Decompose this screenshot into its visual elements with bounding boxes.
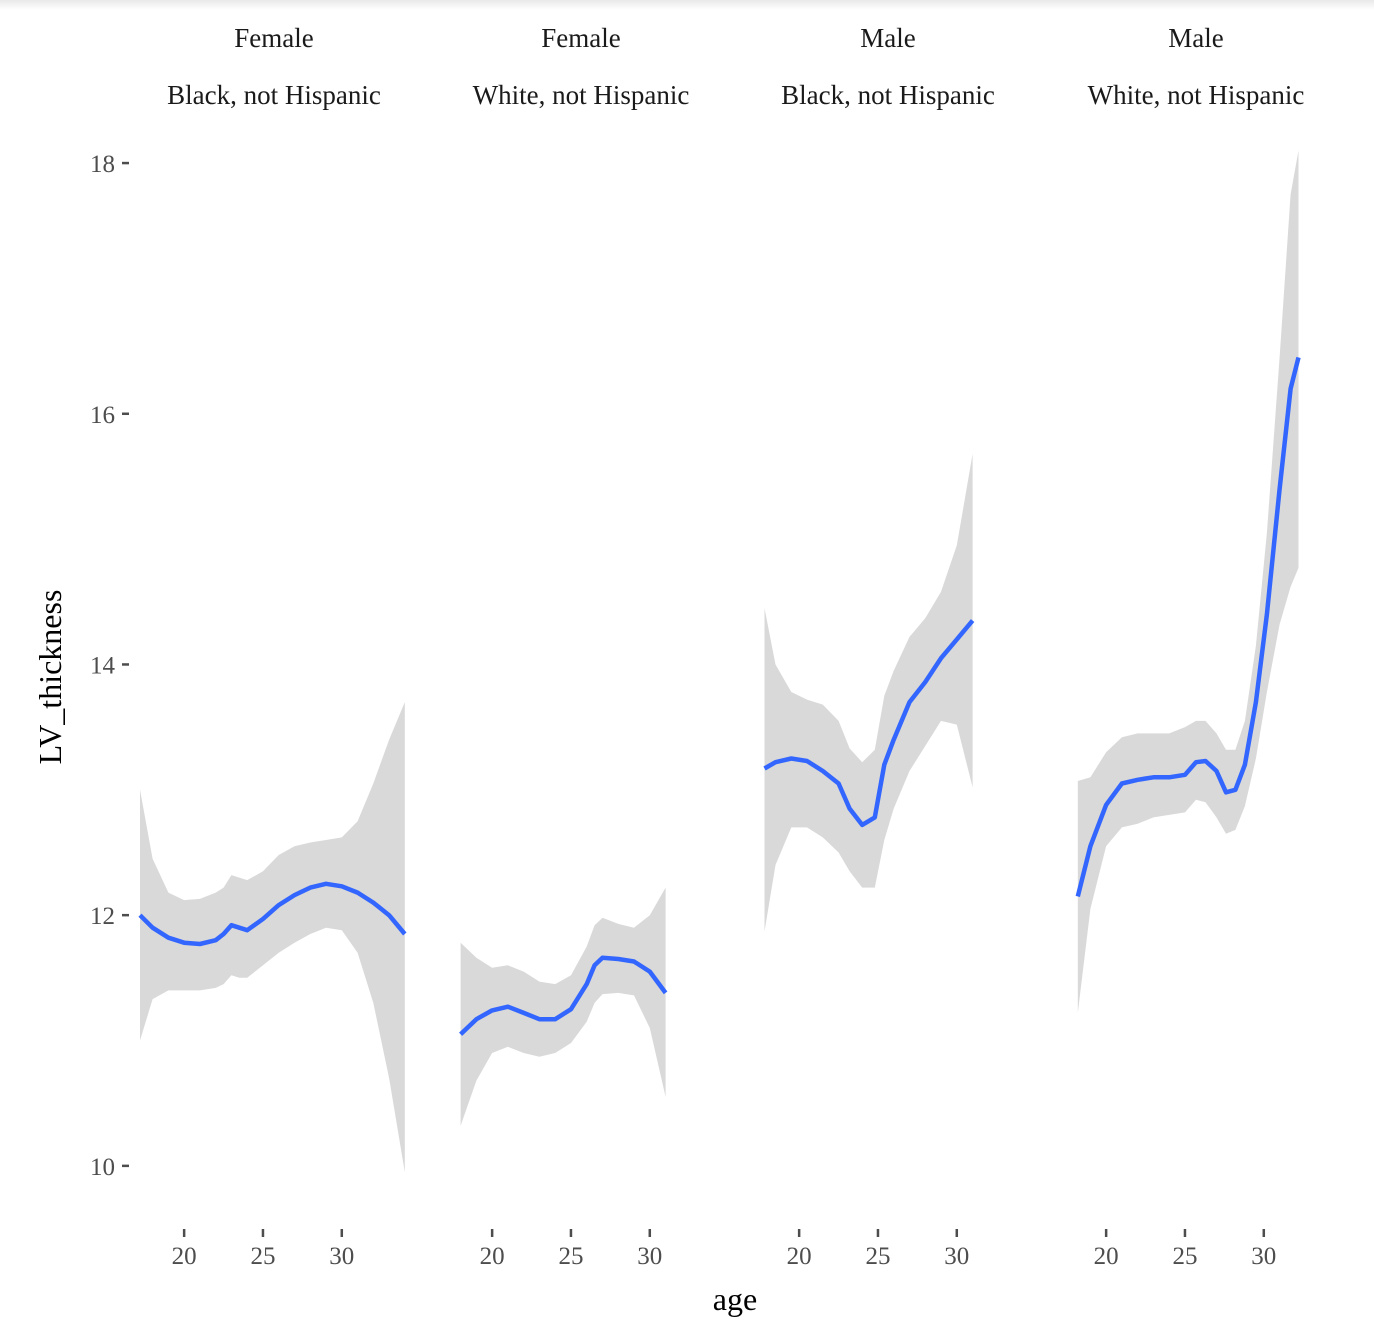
x-tick-label: 25 xyxy=(558,1243,583,1270)
x-tick-label: 20 xyxy=(480,1243,505,1270)
y-axis: 10 12 14 16 18 xyxy=(90,151,129,1181)
confidence-band xyxy=(460,887,666,1126)
facet-1-strip-line-1: Female xyxy=(234,23,313,53)
smooth-line xyxy=(763,619,975,828)
x-tick-label: 25 xyxy=(250,1243,275,1270)
facet-1-strip-line-2: Black, not Hispanic xyxy=(167,80,381,110)
y-tick-label: 18 xyxy=(90,151,115,178)
y-tick-label: 14 xyxy=(90,652,116,679)
facet-2-strip-line-2: White, not Hispanic xyxy=(473,80,690,110)
x-tick-label: 30 xyxy=(1251,1243,1276,1270)
facet-panel-4: 20 25 30 xyxy=(1075,150,1301,1270)
facet-panel-1: 20 25 30 xyxy=(138,702,407,1270)
x-tick-label: 20 xyxy=(1094,1243,1119,1270)
facet-3-strip-line-2: Black, not Hispanic xyxy=(781,80,995,110)
facet-panels: 20 25 30 20 25 30 20 25 30 20 25 30 xyxy=(138,150,1301,1270)
facet-2-strip-line-1: Female xyxy=(541,23,620,53)
facet-4-strip-line-1: Male xyxy=(1168,23,1223,53)
x-tick-label: 25 xyxy=(1172,1243,1197,1270)
x-axis-title: age xyxy=(713,1281,757,1317)
x-tick-label: 20 xyxy=(787,1243,812,1270)
smooth-line xyxy=(1075,356,1301,897)
facet-4-strip-line-2: White, not Hispanic xyxy=(1088,80,1305,110)
x-tick-label: 30 xyxy=(329,1243,354,1270)
confidence-band xyxy=(764,453,973,932)
facet-strips: Female Black, not Hispanic Female White,… xyxy=(167,23,1304,110)
x-tick-label: 25 xyxy=(865,1243,890,1270)
smooth-line xyxy=(138,881,407,947)
top-edge-shadow xyxy=(0,0,1374,10)
facet-3-strip-line-1: Male xyxy=(860,23,915,53)
y-tick-label: 12 xyxy=(90,903,115,930)
x-tick-label: 30 xyxy=(944,1243,969,1270)
confidence-band xyxy=(1077,150,1299,1013)
confidence-band xyxy=(140,702,405,1173)
smooth-line xyxy=(459,955,668,1036)
facet-panel-2: 20 25 30 xyxy=(459,887,668,1270)
y-tick-label: 16 xyxy=(90,402,115,429)
x-tick-label: 20 xyxy=(172,1243,197,1270)
y-axis-title: LV_thickness xyxy=(32,590,68,765)
x-tick-label: 30 xyxy=(637,1243,662,1270)
y-tick-label: 10 xyxy=(90,1154,115,1181)
facet-panel-3: 20 25 30 xyxy=(763,453,975,1270)
